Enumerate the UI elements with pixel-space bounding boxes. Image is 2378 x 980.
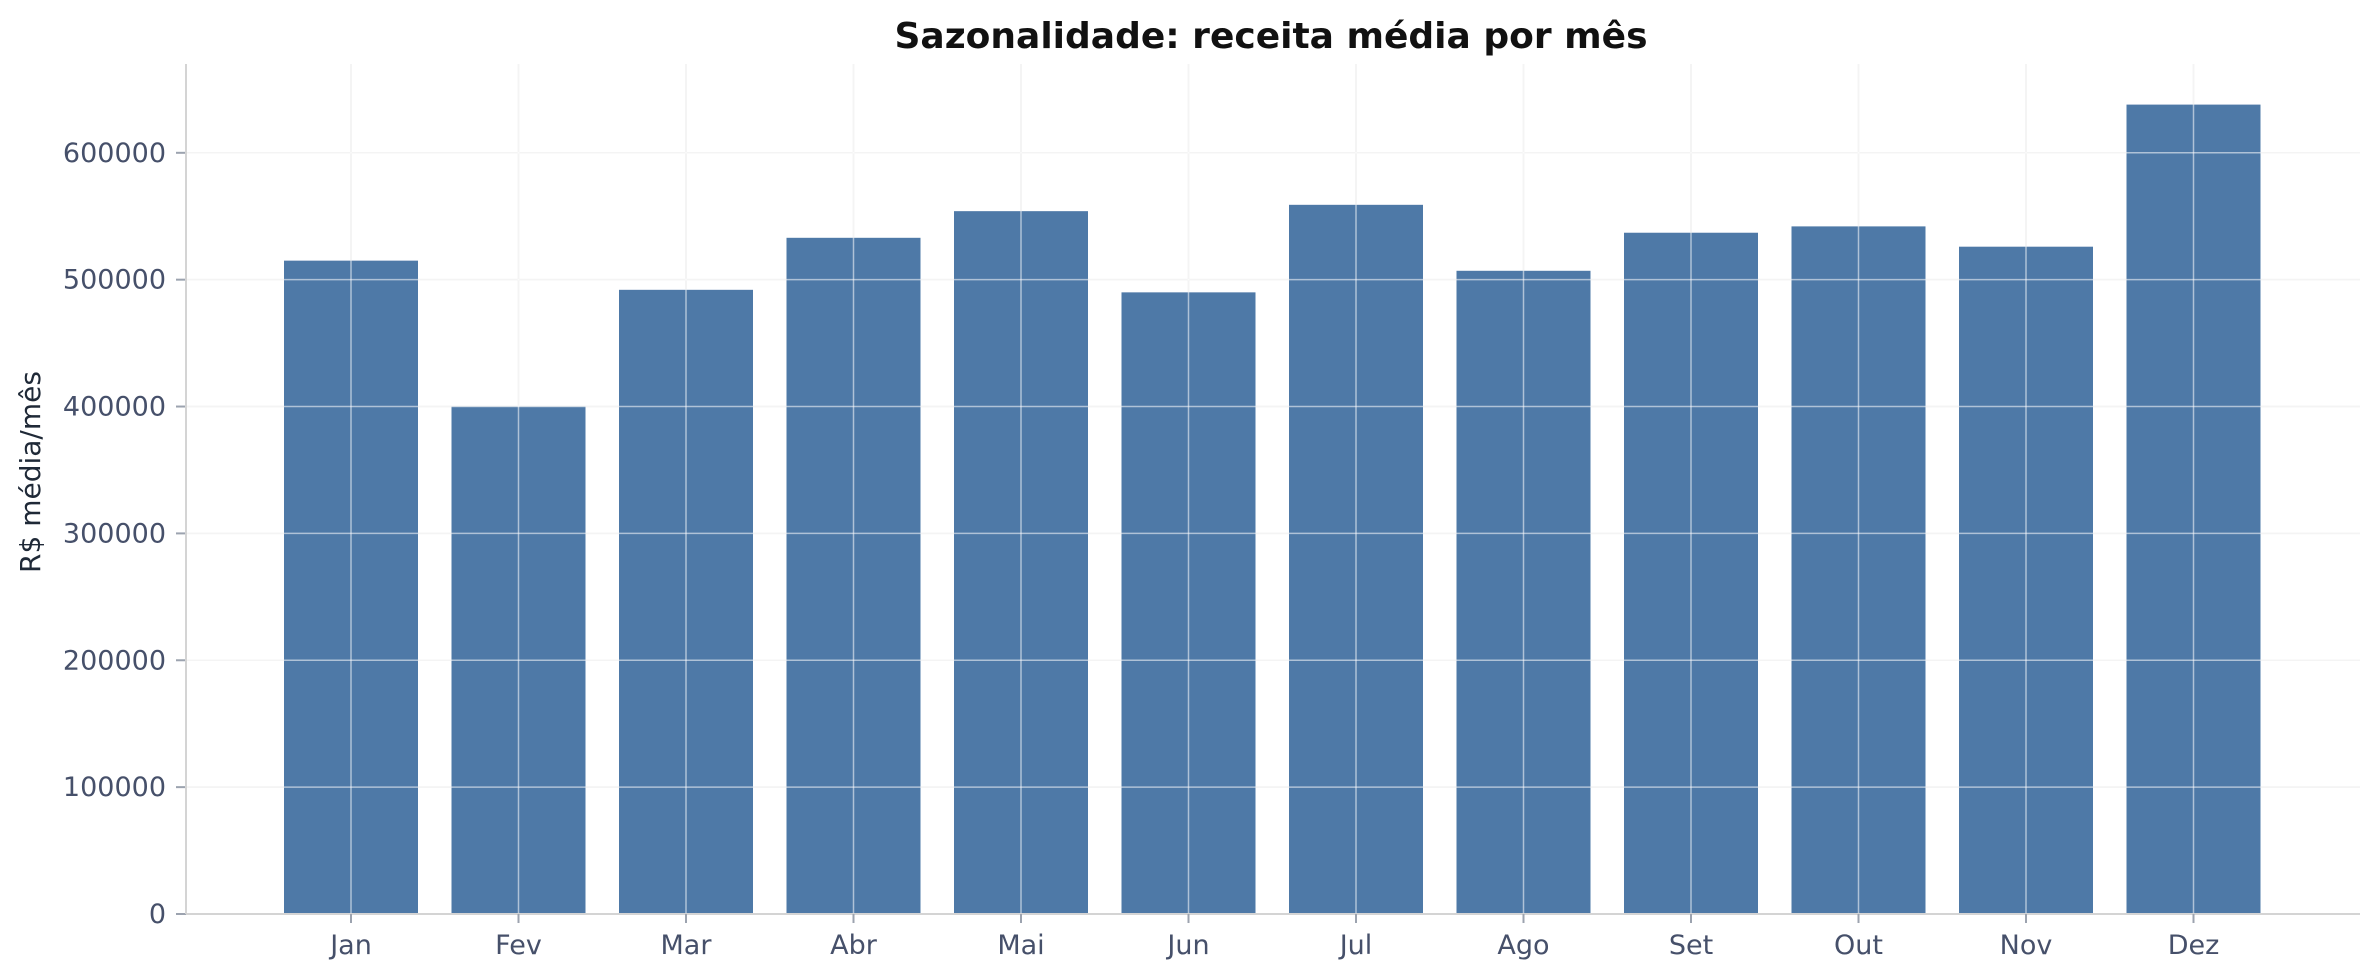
x-tick-label: Jul xyxy=(1338,930,1373,961)
y-tick-label: 0 xyxy=(149,899,166,930)
x-tick-label: Mai xyxy=(997,930,1044,961)
x-tick-label: Set xyxy=(1669,930,1713,961)
y-tick-label: 400000 xyxy=(63,392,166,423)
chart-title: Sazonalidade: receita média por mês xyxy=(895,16,1648,57)
x-tick-label: Abr xyxy=(830,930,878,961)
y-tick-label: 600000 xyxy=(63,138,166,169)
y-tick-label: 300000 xyxy=(63,518,166,549)
y-axis-label: R$ média/mês xyxy=(14,371,47,573)
y-tick-label: 200000 xyxy=(63,645,166,676)
x-tick-label: Fev xyxy=(495,930,542,961)
x-tick-label: Nov xyxy=(2000,930,2053,961)
y-tick-label: 100000 xyxy=(63,772,166,803)
x-tick-label: Out xyxy=(1834,930,1883,961)
y-tick-label: 500000 xyxy=(63,265,166,296)
axes: 0 100000 200000 300000 400000 500000 600000 Jan… xyxy=(63,64,2360,961)
x-tick-label: Jan xyxy=(328,930,372,961)
x-tick-label: Dez xyxy=(2168,930,2220,961)
x-tick-label: Jun xyxy=(1165,930,1209,961)
x-tick-label: Mar xyxy=(661,930,713,961)
bars xyxy=(284,104,2261,915)
x-tick-label: Ago xyxy=(1497,930,1549,961)
gridlines-overlay xyxy=(186,64,2360,914)
